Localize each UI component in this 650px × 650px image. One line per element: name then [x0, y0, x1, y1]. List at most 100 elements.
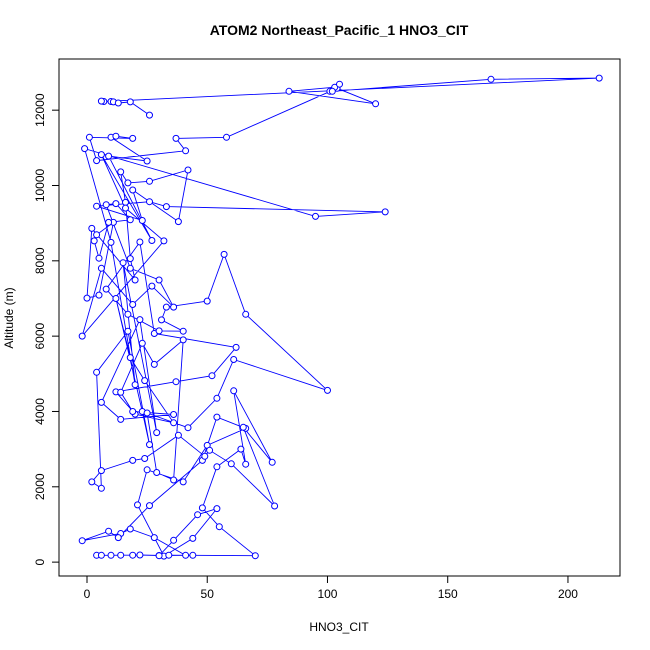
data-point — [328, 87, 336, 95]
data-point — [97, 551, 105, 559]
data-point — [129, 186, 137, 194]
data-point — [146, 111, 153, 119]
data-point — [153, 429, 161, 437]
x-tick-label: 50 — [201, 587, 215, 601]
data-point — [143, 409, 151, 417]
data-point — [174, 431, 182, 439]
data-point — [206, 446, 214, 454]
data-point — [172, 378, 180, 386]
data-point — [97, 97, 105, 105]
data-point — [372, 100, 380, 108]
data-point — [146, 502, 153, 510]
data-point — [105, 152, 113, 160]
x-tick-label: 150 — [438, 587, 458, 601]
data-point — [182, 147, 190, 155]
data-point — [102, 285, 110, 293]
data-point — [155, 276, 163, 284]
data-point — [136, 551, 144, 559]
data-point — [95, 254, 103, 262]
y-axis-label: Altitude (m) — [2, 287, 16, 348]
data-point — [242, 460, 250, 468]
data-point — [126, 264, 134, 272]
data-point — [162, 203, 170, 211]
data-point — [117, 168, 125, 176]
data-point — [129, 551, 137, 559]
data-point — [230, 387, 238, 395]
data-point — [232, 343, 240, 351]
data-point — [146, 441, 153, 449]
data-point — [124, 179, 132, 187]
data-point — [268, 458, 276, 466]
data-point — [158, 316, 165, 324]
data-point — [198, 504, 206, 512]
data-point — [136, 238, 144, 246]
data-point — [129, 301, 137, 308]
data-point — [78, 332, 86, 340]
data-point — [126, 216, 134, 224]
data-point — [213, 394, 221, 402]
y-tick-label: 2000 — [33, 473, 47, 500]
data-point — [88, 478, 96, 486]
data-point — [97, 151, 105, 159]
data-point — [172, 134, 180, 142]
data-point — [312, 212, 319, 220]
data-point — [170, 303, 178, 311]
data-point — [97, 484, 105, 492]
data-point — [112, 295, 120, 302]
data-point — [153, 469, 161, 476]
data-point — [90, 237, 98, 245]
y-tick-label: 10000 — [33, 168, 47, 202]
data-point — [170, 419, 178, 427]
data-point — [119, 259, 127, 267]
data-point — [114, 99, 122, 107]
data-point — [223, 133, 230, 141]
data-point — [162, 303, 170, 311]
data-point — [105, 527, 113, 535]
data-point — [285, 87, 293, 95]
data-point — [136, 316, 144, 324]
y-axis: 0 2000 4000 6000 8000 10000 12000 — [33, 93, 60, 565]
data-point — [179, 478, 187, 486]
y-tick-label: 6000 — [33, 322, 47, 349]
data-point — [112, 132, 120, 140]
data-point — [93, 231, 101, 239]
data-point — [117, 551, 125, 559]
x-tick-label: 200 — [558, 587, 578, 601]
y-tick-label: 8000 — [33, 247, 47, 274]
data-point — [141, 377, 149, 385]
data-point — [251, 552, 259, 560]
data-point — [174, 218, 182, 226]
data-point — [143, 157, 151, 165]
data-point — [146, 198, 153, 206]
data-point — [381, 208, 389, 216]
data-point — [93, 157, 101, 165]
data-point — [189, 534, 197, 542]
data-point — [239, 423, 247, 431]
data-point — [134, 501, 141, 509]
data-point — [148, 237, 156, 244]
data-point — [213, 413, 221, 421]
data-point — [487, 75, 495, 83]
data-point — [184, 424, 192, 432]
x-tick-label: 0 — [84, 587, 91, 601]
data-point — [102, 201, 110, 209]
data-point — [129, 408, 137, 415]
y-tick-label: 4000 — [33, 398, 47, 425]
data-point — [88, 224, 96, 232]
data-point — [213, 463, 221, 471]
data-point — [141, 455, 149, 462]
data-point — [129, 134, 137, 142]
data-point — [97, 398, 105, 406]
data-point — [126, 255, 134, 263]
data-point — [117, 388, 125, 396]
data-point — [117, 415, 125, 423]
data-point — [203, 297, 211, 305]
data-point — [85, 133, 93, 141]
y-tick-label: 12000 — [33, 93, 47, 127]
data-point — [138, 217, 146, 224]
data-point — [138, 339, 146, 347]
data-point — [126, 98, 134, 106]
data-point — [126, 525, 134, 533]
data-point — [114, 534, 122, 542]
